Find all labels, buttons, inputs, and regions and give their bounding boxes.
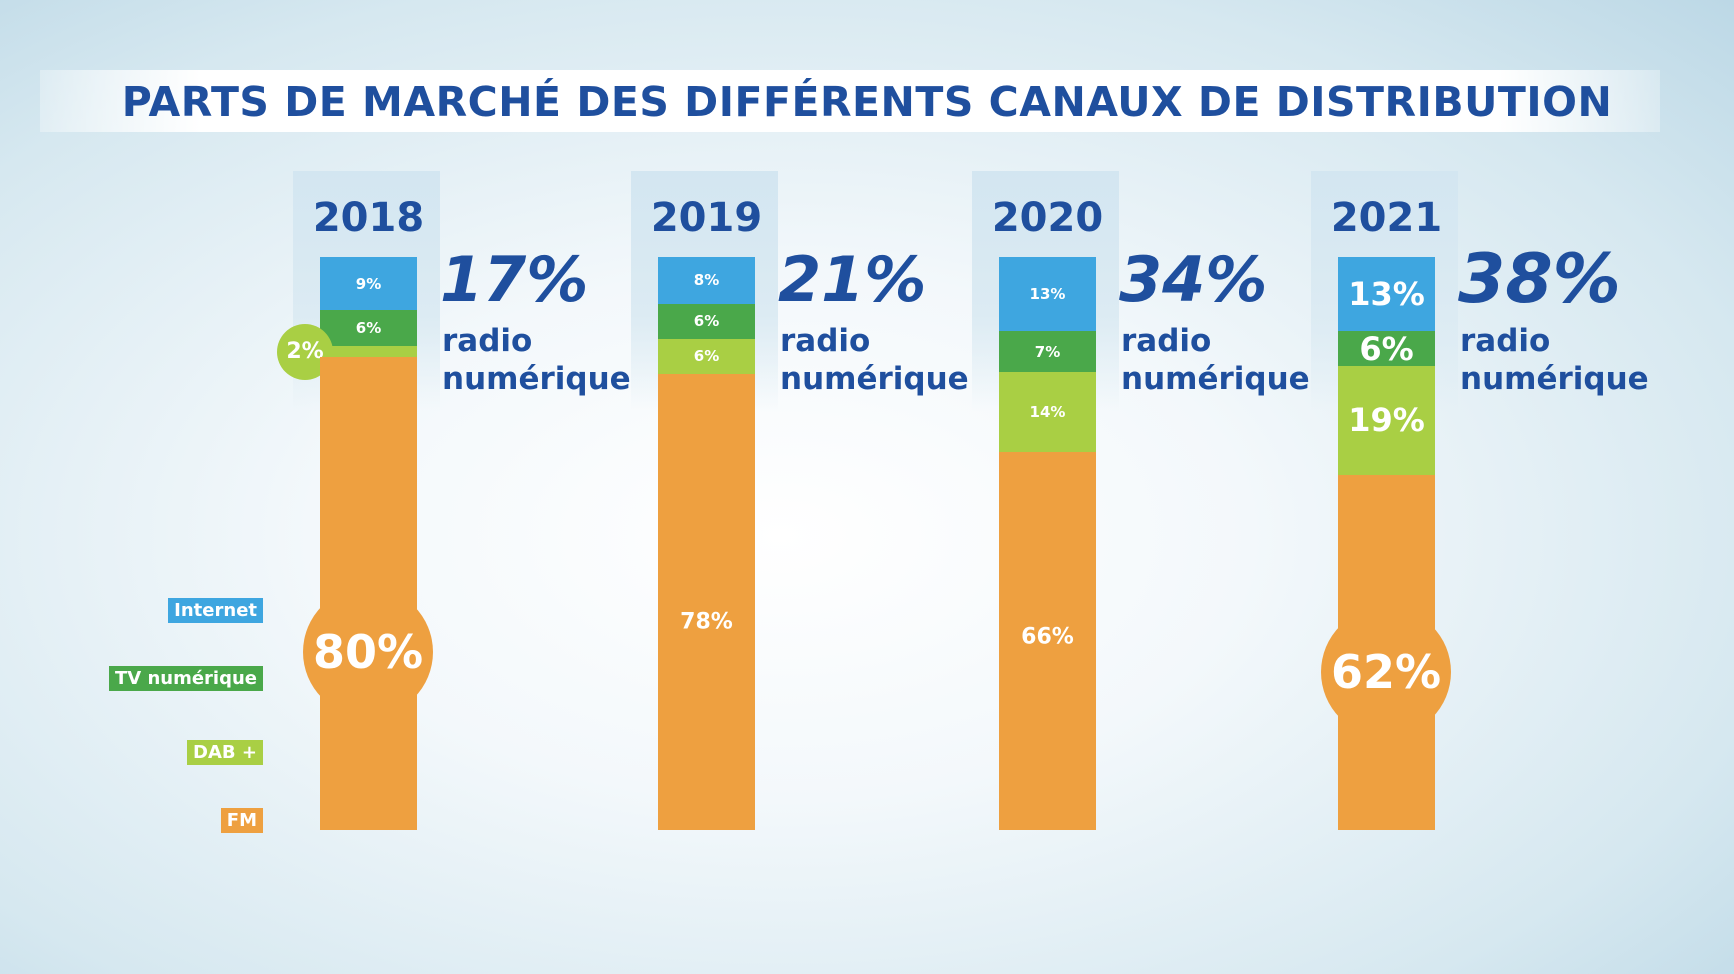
digital-total-text: numérique [1121,361,1310,397]
segment-dab---2020 [999,371,1096,452]
value-label: 9% [355,274,382,293]
year-label: 2019 [650,195,763,241]
segment-fm-2019 [658,373,755,830]
value-label: 8% [693,271,720,290]
value-label: 6% [355,318,382,337]
segment-tv-numérique-2018 [320,310,417,346]
digital-total-text: radio [442,323,533,359]
bar-2020: 13% 7% 14% 66% [999,257,1096,830]
year-label: 2020 [991,195,1104,241]
digital-total-text: numérique [780,361,969,397]
value-label: 6% [1359,329,1414,368]
digital-total-value: 34% [1119,243,1268,316]
segment-dab---2019 [658,338,755,374]
digital-total-text: numérique [442,361,631,397]
digital-total-text: numérique [1460,361,1649,397]
segment-internet-2020 [999,257,1096,332]
digital-total-value: 17% [440,243,589,316]
value-label: 62% [1321,607,1451,737]
bar-2019: 8% 6% 6% 78% [658,257,755,830]
title-banner [40,70,1660,132]
segment-internet-2021 [1338,257,1435,332]
segment-dab---2018 [320,345,417,358]
value-label: 78% [680,609,733,635]
value-label: 13% [1029,285,1066,304]
digital-total-text: radio [1121,323,1212,359]
value-label: 19% [1348,401,1425,440]
bar-2018: 9% 6% 2% 80% [277,257,433,830]
value-label: 80% [303,587,433,717]
digital-total-value: 21% [778,243,927,316]
segment-tv-numérique-2021 [1338,331,1435,366]
digital-total-text: radio [780,323,871,359]
digital-total-value: 38% [1458,240,1621,319]
legend-item-tv-numérique: TV numérique [108,666,263,691]
digital-total-text: radio [1460,323,1551,359]
legend-item-dab--: DAB + [187,740,263,765]
legend-item-fm: FM [220,808,263,833]
segment-internet-2019 [658,257,755,304]
value-label: 6% [693,312,720,331]
segment-internet-2018 [320,257,417,311]
year-label: 2018 [312,195,425,241]
value-label: 7% [1034,342,1061,361]
legend-item-internet: Internet [168,598,263,623]
value-label: 14% [1029,402,1066,421]
value-label: 13% [1348,275,1425,314]
segment-fm-2020 [999,451,1096,830]
chart-title: PARTS DE MARCHÉ DES DIFFÉRENTS CANAUX DE… [121,78,1613,126]
segment-tv-numérique-2019 [658,303,755,339]
value-label: 66% [1021,624,1074,650]
segment-dab---2021 [1338,365,1435,475]
segment-tv-numérique-2020 [999,331,1096,372]
year-label: 2021 [1330,195,1443,241]
value-label: 6% [693,347,720,366]
bar-2021: 13% 6% 19% 62% [1321,257,1451,830]
